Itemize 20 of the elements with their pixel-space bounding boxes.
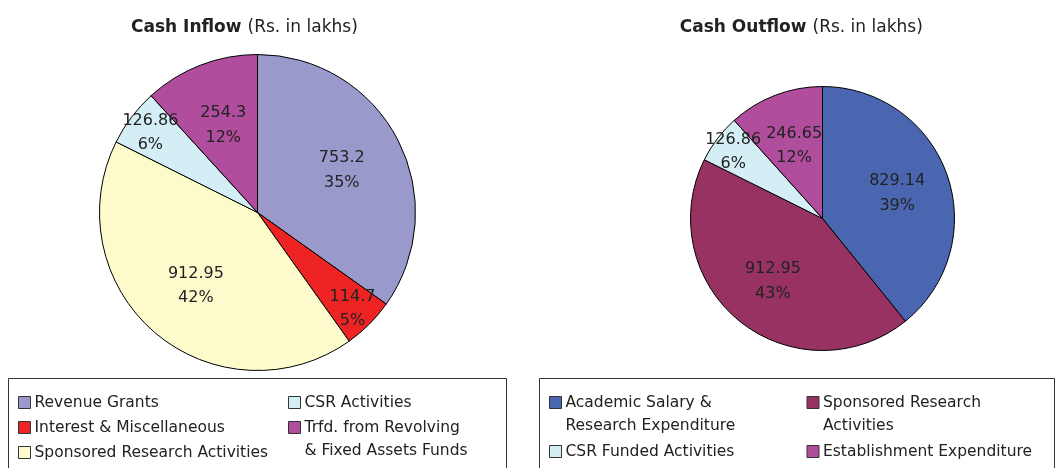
legend-label: CSR Funded Activities — [565, 441, 735, 460]
chart-title: Cash Outflow — [679, 15, 807, 36]
data-label: 114.7 5% — [329, 285, 376, 330]
chart-title: Cash Inflow — [131, 15, 242, 36]
data-label: 912.95 43% — [744, 258, 801, 303]
legend-label: Establishment Expenditure — [823, 441, 1033, 460]
data-label: 829.14 39% — [869, 170, 926, 214]
legend-label: Academic Salary & Research Expenditure — [565, 392, 736, 434]
legend-label: Interest & Miscellaneous — [34, 417, 225, 436]
data-label: 246.65 12% — [766, 122, 823, 167]
data-label: 912.95 42% — [167, 262, 224, 307]
legend-label: Revenue Grants — [34, 392, 159, 411]
legend-label: Sponsored Research Activities — [823, 392, 981, 434]
legend-label: Sponsored Research Activities — [34, 442, 269, 461]
data-label: 753.2 35% — [318, 147, 365, 191]
legend-label: Trfd. from Revolving & Fixed Assets Funds — [303, 417, 468, 459]
chart-subtitle: (Rs. in lakhs) — [247, 15, 358, 36]
data-label: 254.3 12% — [200, 102, 247, 146]
legend-label: CSR Activities — [304, 392, 412, 411]
chart-subtitle: (Rs. in lakhs) — [812, 15, 923, 36]
